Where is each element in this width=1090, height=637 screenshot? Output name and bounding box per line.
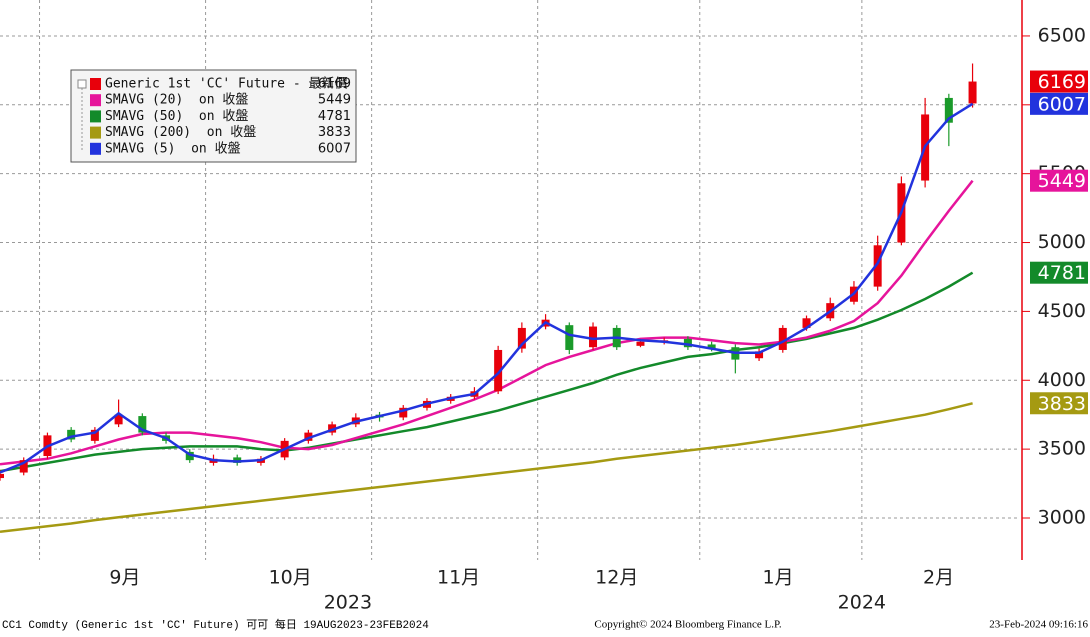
candle-body	[707, 344, 716, 349]
candle-body	[114, 414, 123, 425]
legend-value: 6007	[318, 141, 351, 156]
ma-line	[0, 402, 973, 534]
last-value-box	[1030, 392, 1088, 415]
candle-body	[328, 424, 337, 433]
candle-body	[636, 341, 645, 346]
candle-body	[778, 327, 787, 350]
candle-body	[67, 429, 76, 440]
x-tick-label: 2月	[923, 567, 954, 589]
y-tick-label: 3500	[1038, 438, 1086, 460]
last-value-box	[1030, 92, 1088, 115]
x-tick-label: 9月	[109, 567, 140, 589]
x-tick-label: 10月	[269, 567, 312, 589]
legend-value: 6169	[318, 77, 351, 92]
legend-box	[70, 69, 357, 163]
candle-body	[565, 325, 574, 350]
x-tick-label: 11月	[437, 567, 480, 589]
legend-swatch	[90, 78, 101, 90]
candle-body	[494, 349, 503, 392]
x-tick-label: 12月	[595, 567, 638, 589]
candle-body	[0, 473, 4, 479]
candle-body	[138, 416, 147, 433]
candle-body	[399, 407, 408, 418]
candle-body	[683, 338, 692, 348]
legend-swatch	[90, 142, 101, 155]
candle-body	[304, 432, 313, 441]
y-tick-label: 5000	[1038, 231, 1086, 253]
last-value-label: 5449	[1038, 170, 1086, 192]
legend-swatch	[90, 110, 101, 123]
candle-body	[90, 429, 99, 441]
legend-value: 4781	[318, 109, 351, 124]
legend-label: SMAVG (20) on 收盤	[105, 93, 248, 108]
legend-label: Generic 1st 'CC' Future - 最新價	[105, 76, 348, 92]
ma-line	[0, 102, 974, 474]
last-value-box	[1030, 169, 1088, 192]
legend-swatch	[90, 126, 101, 139]
candle-body	[233, 457, 242, 463]
footer-left: CC1 Comdty (Generic 1st 'CC' Future) 可可 …	[2, 617, 429, 632]
candle-body	[517, 327, 526, 349]
candle-body	[589, 326, 598, 348]
last-value-label: 4781	[1038, 262, 1086, 284]
legend-label: SMAVG (50) on 收盤	[105, 109, 248, 124]
year-label: 2024	[838, 592, 886, 614]
legend-label: SMAVG (200) on 收盤	[105, 125, 256, 140]
legend-swatch	[90, 94, 101, 107]
y-tick-label: 4000	[1038, 369, 1086, 391]
legend-value: 3833	[318, 125, 351, 140]
ma-line	[0, 271, 974, 473]
candle-body	[873, 245, 882, 287]
last-value-box	[1030, 70, 1088, 93]
x-tick-label: 1月	[762, 567, 793, 589]
last-value-label: 6007	[1038, 93, 1086, 115]
last-value-label: 3833	[1038, 393, 1086, 415]
candle-body	[185, 451, 194, 461]
last-value-box	[1030, 261, 1088, 284]
y-tick-label: 4500	[1038, 300, 1086, 322]
legend-collapse	[77, 79, 87, 89]
legend-label: SMAVG (5) on 收盤	[105, 141, 241, 156]
legend-value: 5449	[318, 93, 351, 108]
last-value-label: 6169	[1038, 71, 1086, 93]
ma-line	[0, 179, 974, 466]
candle-body	[19, 460, 28, 473]
candle-body	[944, 97, 953, 123]
candle-body	[755, 351, 764, 359]
footer-right: 23-Feb-2024 09:16:16	[989, 619, 1088, 631]
footer-center: Copyright© 2024 Bloomberg Finance L.P.	[594, 619, 781, 631]
candle-body	[968, 81, 977, 104]
year-label: 2023	[324, 592, 372, 614]
y-tick-label: 6500	[1038, 24, 1086, 46]
candle-body	[802, 318, 811, 328]
y-tick-label: 3000	[1038, 506, 1086, 528]
